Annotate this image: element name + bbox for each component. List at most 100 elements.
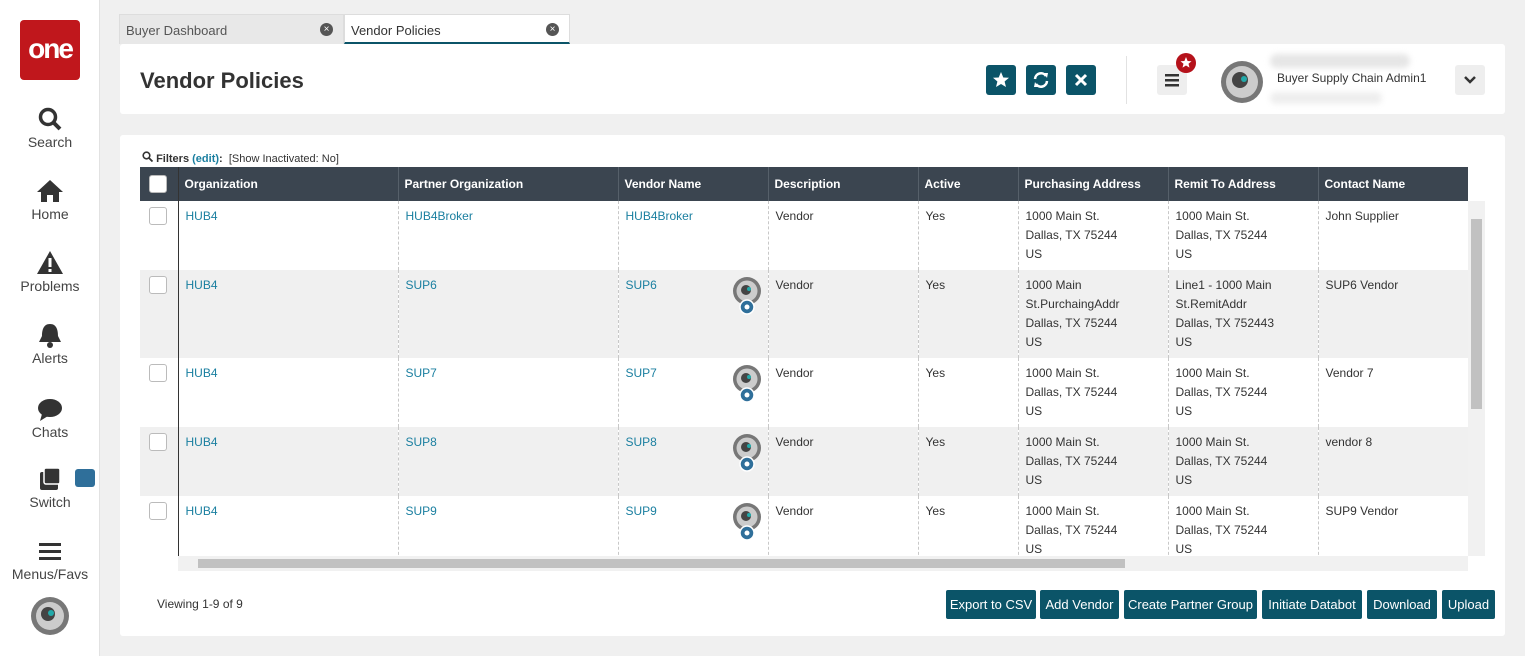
favorite-button[interactable] xyxy=(986,65,1016,95)
cell-line: 1000 Main St. xyxy=(1025,504,1100,518)
header-avatar[interactable] xyxy=(1220,60,1264,104)
cell-line: Dallas, TX 75244 xyxy=(1175,454,1268,468)
user-avatar[interactable] xyxy=(30,596,70,636)
action-button[interactable]: Export to CSV xyxy=(946,590,1036,619)
tab-label: Vendor Policies xyxy=(351,23,441,38)
cell-link[interactable]: SUP6 xyxy=(405,278,437,292)
cell-link[interactable]: HUB4 xyxy=(185,366,218,380)
table-cell: HUB4 xyxy=(177,270,398,358)
table-cell: HUB4 xyxy=(177,427,398,496)
row-checkbox-cell xyxy=(140,358,179,427)
nav-label: Menus/Favs xyxy=(11,566,89,582)
row-checkbox[interactable] xyxy=(149,433,167,451)
cell-link[interactable]: SUP8 xyxy=(625,435,657,449)
cell-line: US xyxy=(1175,542,1193,556)
table-cell: Vendor xyxy=(767,427,918,496)
cell-line: 1000 Main St. xyxy=(1175,435,1250,449)
filters-edit[interactable]: (edit) xyxy=(192,153,220,165)
nav-menus[interactable]: Menus/Favs xyxy=(0,540,100,582)
cell-link[interactable]: SUP9 xyxy=(405,504,437,518)
nav-chats[interactable]: Chats xyxy=(0,396,100,440)
vendor-table: Organization Partner Organization Vendor N… xyxy=(140,167,1468,556)
cell-link[interactable]: SUP7 xyxy=(405,366,437,380)
cell-link[interactable]: SUP6 xyxy=(625,278,657,292)
cell-text: Yes xyxy=(925,504,946,518)
cell-text: Yes xyxy=(925,278,946,292)
cell-link[interactable]: SUP8 xyxy=(405,435,437,449)
action-button[interactable]: Initiate Databot xyxy=(1262,590,1362,619)
nav-switch[interactable]: Switch xyxy=(0,466,100,510)
action-button[interactable]: Upload xyxy=(1442,590,1495,619)
tab-active[interactable]: Vendor Policies × xyxy=(344,14,570,44)
refresh-button[interactable] xyxy=(1026,65,1056,95)
cell-line: Dallas, TX 75244 xyxy=(1025,385,1118,399)
table-cell: 1000 Main St. Dallas, TX 75244 US xyxy=(1017,358,1168,427)
table-cell: Yes xyxy=(917,270,1018,358)
favorites-badge xyxy=(1176,53,1196,73)
vendor-avatar[interactable] xyxy=(732,276,764,316)
horizontal-scrollbar[interactable] xyxy=(178,556,1468,571)
cell-line: Dallas, TX 75244 xyxy=(1025,228,1118,242)
nav-label: Home xyxy=(31,206,69,222)
cell-line: US xyxy=(1175,335,1193,349)
table-cell: Vendor xyxy=(767,496,918,556)
problems-icon xyxy=(37,251,63,274)
close-button[interactable] xyxy=(1066,65,1096,95)
nav-home[interactable]: Home xyxy=(0,178,100,222)
column-header[interactable]: Contact Name xyxy=(1317,167,1468,201)
cell-text: SUP9 Vendor xyxy=(1325,504,1399,518)
column-header[interactable]: Purchasing Address xyxy=(1017,167,1168,201)
column-header[interactable]: Description xyxy=(767,167,918,201)
column-header[interactable]: Remit To Address xyxy=(1167,167,1318,201)
tab[interactable]: Buyer Dashboard × xyxy=(119,14,344,44)
action-button[interactable]: Download xyxy=(1367,590,1437,619)
row-checkbox-cell xyxy=(140,201,179,270)
table-cell: SUP6 Vendor xyxy=(1317,270,1468,358)
cell-link[interactable]: HUB4 xyxy=(185,278,218,292)
nav-problems[interactable]: Problems xyxy=(0,250,100,294)
vertical-scrollbar[interactable] xyxy=(1468,201,1485,556)
cell-link[interactable]: SUP9 xyxy=(625,504,657,518)
cell-line: 1000 Main St. xyxy=(1025,209,1100,223)
sidebar: one Search Home Problems Alerts Chats Sw… xyxy=(0,0,100,656)
table-cell: HUB4Broker xyxy=(617,201,768,270)
table-cell: HUB4 xyxy=(177,496,398,556)
table-cell: SUP9 xyxy=(397,496,618,556)
table-cell: 1000 Main St. Dallas, TX 75244 US xyxy=(1167,201,1318,270)
cell-link[interactable]: HUB4 xyxy=(185,435,218,449)
cell-link[interactable]: HUB4 xyxy=(185,209,218,223)
user-dropdown[interactable] xyxy=(1455,65,1485,95)
column-header[interactable]: Active xyxy=(917,167,1018,201)
table-cell: John Supplier xyxy=(1317,201,1468,270)
column-header[interactable]: Organization xyxy=(177,167,398,201)
action-button[interactable]: Create Partner Group xyxy=(1124,590,1257,619)
divider xyxy=(1126,56,1127,104)
nav-search[interactable]: Search xyxy=(0,106,100,150)
cell-link[interactable]: HUB4Broker xyxy=(405,209,473,223)
cell-line: US xyxy=(1025,247,1043,261)
cell-text: Vendor 7 xyxy=(1325,366,1374,380)
cell-text: Vendor xyxy=(775,435,814,449)
row-checkbox[interactable] xyxy=(149,276,167,294)
logo[interactable]: one xyxy=(20,20,80,80)
vendor-avatar[interactable] xyxy=(732,433,764,473)
table-cell: SUP7 xyxy=(397,358,618,427)
row-checkbox[interactable] xyxy=(149,502,167,520)
cell-text: Yes xyxy=(925,366,946,380)
column-header[interactable]: Vendor Name xyxy=(617,167,768,201)
cell-link[interactable]: SUP7 xyxy=(625,366,657,380)
vendor-avatar[interactable] xyxy=(732,502,764,542)
action-button[interactable]: Add Vendor xyxy=(1040,590,1119,619)
cell-line: 1000 Main St. xyxy=(1025,366,1100,380)
vendor-avatar[interactable] xyxy=(732,364,764,404)
row-checkbox-cell xyxy=(140,270,179,358)
row-checkbox[interactable] xyxy=(149,207,167,225)
cell-line: Dallas, TX 75244 xyxy=(1025,316,1118,330)
cell-link[interactable]: HUB4Broker xyxy=(625,209,693,223)
column-header[interactable]: Partner Organization xyxy=(397,167,618,201)
switch-badge xyxy=(75,469,95,487)
cell-line: US xyxy=(1175,247,1193,261)
nav-alerts[interactable]: Alerts xyxy=(0,322,100,366)
row-checkbox[interactable] xyxy=(149,364,167,382)
cell-link[interactable]: HUB4 xyxy=(185,504,218,518)
